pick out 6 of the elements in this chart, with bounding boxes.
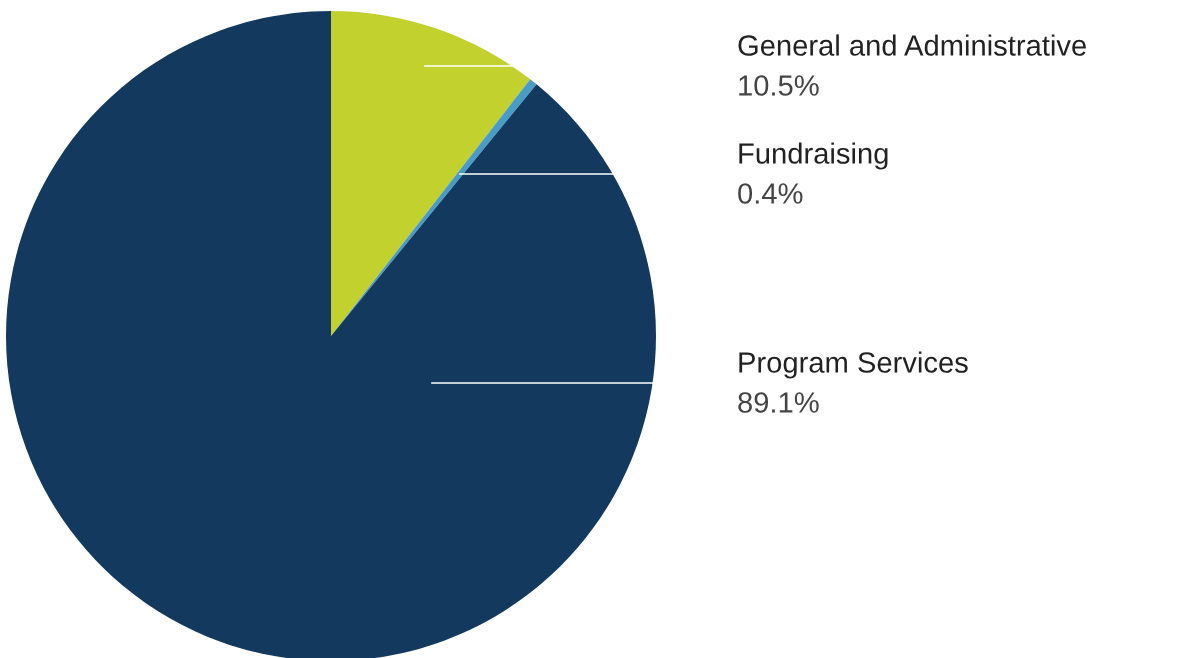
data-label: 0.4% xyxy=(738,183,803,204)
slice-label: Program Services xyxy=(739,351,968,379)
slice-label: Fundraising xyxy=(739,142,888,170)
data-label: 89.1% xyxy=(738,392,819,413)
slice-label: General and Administrative xyxy=(738,34,1086,56)
data-label: 10.5% xyxy=(739,75,819,96)
